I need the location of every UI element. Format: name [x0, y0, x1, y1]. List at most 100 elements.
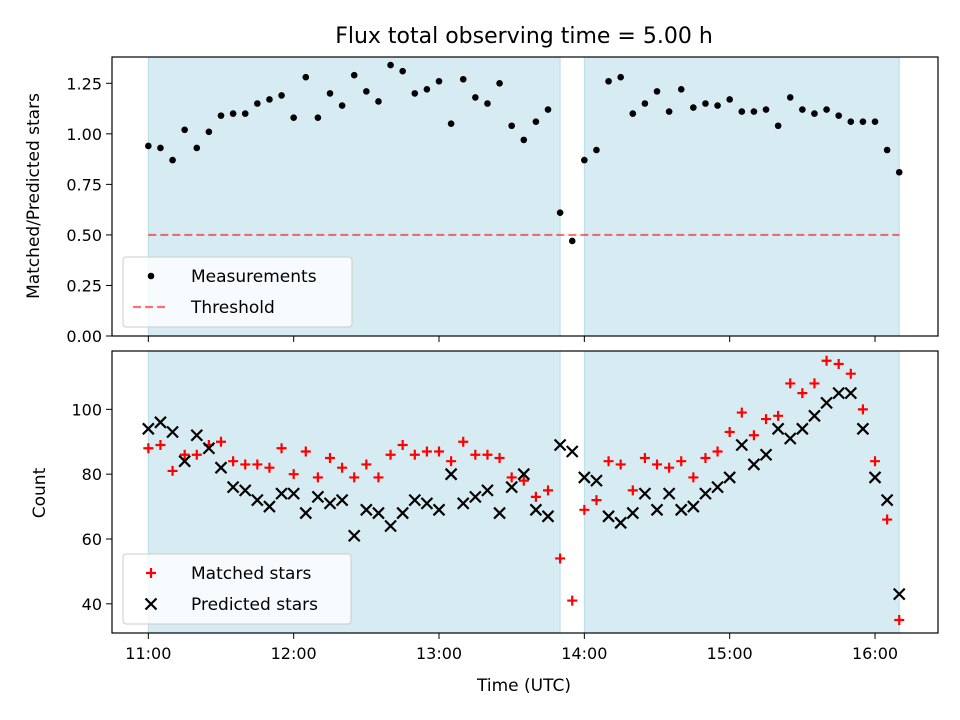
predicted-star-point [856, 422, 870, 436]
matched-star-point [627, 485, 638, 496]
measurement-point [181, 126, 188, 134]
top-legend-label: Threshold [190, 298, 275, 318]
matched-star-point [216, 436, 227, 447]
matched-star-point [518, 475, 529, 486]
matched-star-point [276, 443, 287, 454]
matched-star-point [591, 495, 602, 506]
measurement-point [363, 88, 370, 95]
matched-star-point [494, 452, 505, 463]
bottom-legend-marker [146, 568, 156, 578]
top-y-tick-label: 0.25 [66, 276, 102, 295]
measurement-point [617, 73, 624, 81]
matched-star-point [639, 452, 650, 463]
predicted-star-point [432, 503, 446, 517]
shaded-observing-intervals [147, 56, 900, 634]
matched-star-point [143, 443, 154, 454]
matched-star-point [385, 449, 396, 460]
matched-star-point [664, 462, 675, 473]
x-tick-label: 15:00 [707, 644, 753, 663]
matched-star-point [421, 446, 432, 457]
measurement-point [702, 100, 709, 107]
predicted-star-point [166, 425, 179, 439]
measurement-point [641, 100, 649, 107]
predicted-star-point [275, 487, 288, 500]
predicted-star-point [808, 409, 821, 423]
measurement-point [254, 100, 261, 107]
predicted-star-point [469, 490, 482, 504]
matched-star-point [821, 355, 832, 366]
predicted-star-point [214, 461, 228, 474]
matched-star-point [724, 427, 735, 438]
predicted-star-point [335, 493, 349, 507]
measurement-point [290, 114, 297, 121]
predicted-star-point [493, 506, 506, 520]
bottom-legend-label: Predicted stars [191, 595, 318, 615]
predicted-star-point [456, 497, 470, 510]
x-tick-label: 11:00 [125, 644, 171, 663]
measurement-point [350, 71, 358, 79]
top-y-tick-label: 0.75 [66, 175, 102, 194]
predicted-star-point [650, 503, 664, 517]
predicted-star-point [190, 428, 204, 442]
measurement-point [581, 156, 588, 164]
measurement-point [799, 106, 806, 113]
bottom-y-axis-label: Count [30, 467, 50, 518]
measurement-point [629, 110, 637, 117]
measurement-point [193, 144, 201, 152]
matched-star-point [252, 459, 263, 470]
predicted-star-point [396, 506, 409, 520]
matched-star-point [397, 440, 408, 450]
predicted-star-point [783, 432, 797, 445]
axes-frames [111, 56, 939, 634]
measurement-point [375, 98, 382, 105]
measurement-point [859, 118, 867, 125]
matched-star-point [191, 449, 202, 460]
measurement-point [169, 156, 176, 164]
measurement-point [750, 108, 758, 115]
predicted-star-point [517, 467, 531, 481]
predicted-star-point [832, 386, 845, 400]
predicted-star-point [796, 422, 809, 436]
predicted-star-point [868, 471, 882, 484]
matched-star-point [857, 404, 868, 415]
measurement-point [665, 108, 673, 115]
matched-star-point [736, 407, 747, 418]
measurement-point [266, 96, 273, 103]
top-axes-frame [111, 56, 939, 337]
predicted-star-point [420, 497, 434, 510]
predicted-star-point [251, 493, 264, 507]
predicted-star-point [699, 487, 712, 500]
predicted-star-point [541, 510, 555, 523]
matched-star-point [676, 456, 687, 467]
matched-star-point [240, 459, 251, 470]
predicted-star-point [759, 448, 773, 462]
measurement-point [314, 114, 322, 121]
predicted-star-point [481, 484, 494, 497]
predicted-star-point [529, 503, 543, 517]
chart-title: Flux total observing time = 5.00 h [335, 24, 713, 49]
predicted-star-point [384, 519, 397, 533]
matched-star-point [167, 465, 178, 476]
measurement-point [605, 77, 612, 85]
matched-star-point [179, 449, 190, 460]
predicted-star-point [202, 441, 216, 455]
measurement-point [472, 94, 479, 101]
measurement-point [157, 144, 164, 152]
measurement-point [677, 86, 685, 93]
matched-star-point [773, 410, 784, 421]
measurement-point [544, 106, 552, 113]
matched-star-point [506, 472, 517, 483]
matched-star-point [349, 472, 360, 483]
matched-star-point [712, 446, 723, 457]
matched-star-point [870, 456, 881, 467]
x-tick-label: 13:00 [416, 644, 462, 663]
measurement-point [205, 128, 213, 136]
predicted-star-point [614, 516, 627, 530]
measurement-point [786, 94, 794, 101]
top-legend-label: Measurements [191, 267, 317, 287]
measurement-point [399, 67, 406, 75]
predicted-star-point [602, 510, 615, 523]
matched-star-point [264, 462, 275, 473]
measurement-point [338, 102, 346, 109]
measurement-point [520, 136, 528, 144]
